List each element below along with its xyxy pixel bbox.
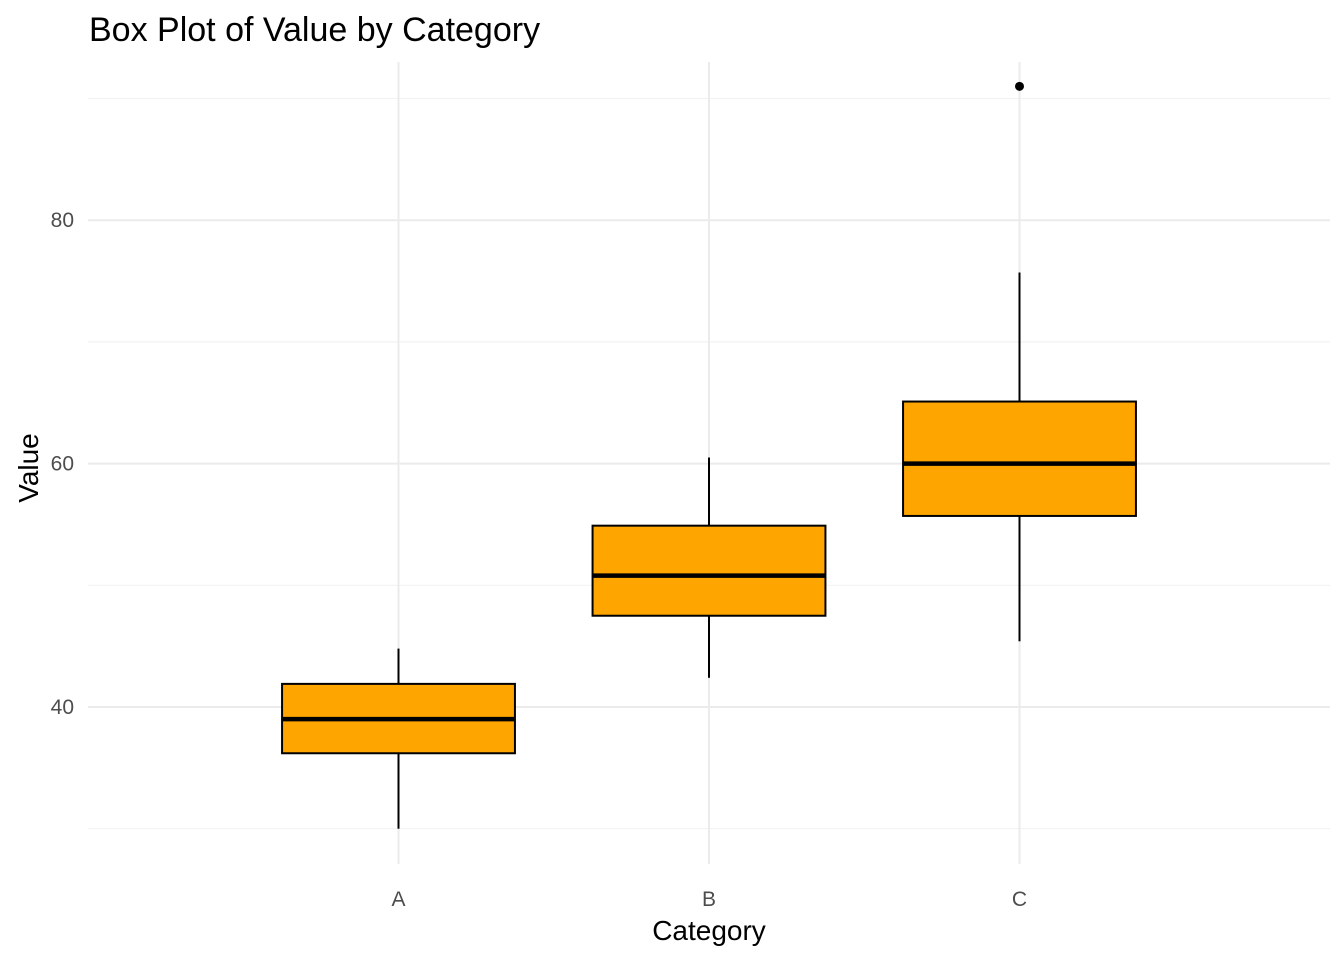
box-b bbox=[591, 457, 827, 678]
box-series bbox=[281, 81, 1137, 829]
x-axis-title: Category bbox=[652, 915, 766, 946]
x-tick-label: C bbox=[1012, 888, 1027, 911]
y-axis-title: Value bbox=[13, 433, 44, 503]
outlier-point bbox=[1015, 81, 1024, 91]
x-axis-ticks: A B C bbox=[391, 888, 1027, 911]
x-tick-label: A bbox=[391, 888, 405, 911]
y-tick-label: 80 bbox=[51, 209, 74, 232]
y-tick-label: 40 bbox=[51, 696, 74, 719]
box-iqr bbox=[902, 400, 1137, 517]
chart-title: Box Plot of Value by Category bbox=[89, 11, 540, 49]
y-axis-ticks: 40 60 80 bbox=[51, 209, 74, 719]
box-c bbox=[902, 81, 1137, 642]
box-a bbox=[281, 648, 516, 829]
box-iqr bbox=[591, 524, 827, 617]
y-tick-label: 60 bbox=[51, 453, 74, 476]
x-tick-label: B bbox=[702, 888, 716, 911]
